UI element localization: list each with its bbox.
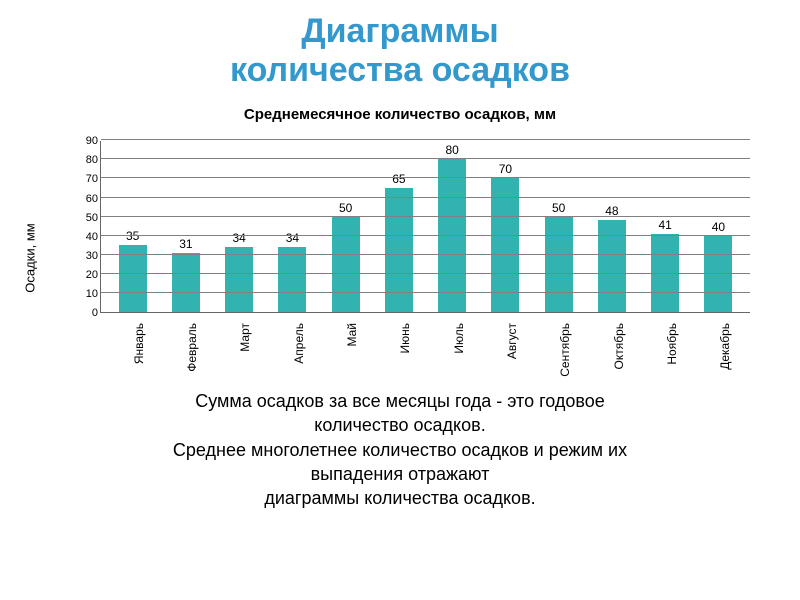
bar-value-label: 80	[445, 143, 458, 157]
bar-value-label: 50	[339, 201, 352, 215]
x-tick-label: Июль	[425, 317, 478, 383]
bar-value-label: 41	[658, 218, 671, 232]
grid-line	[101, 216, 750, 217]
x-tick-label: Август	[478, 317, 531, 383]
bar	[278, 247, 306, 312]
x-labels-container: ЯнварьФевральМартАпрельМайИюньИюльАвгуст…	[100, 317, 750, 383]
bar-value-label: 65	[392, 172, 405, 186]
bar-value-label: 70	[499, 162, 512, 176]
bar	[225, 247, 253, 312]
bar	[119, 245, 147, 312]
grid-line	[101, 139, 750, 140]
bar-value-label: 34	[232, 231, 245, 245]
caption-line: количество осадков.	[314, 415, 485, 435]
x-tick-label: Октябрь	[585, 317, 638, 383]
title-line-2: количества осадков	[230, 51, 570, 89]
bar	[438, 159, 466, 312]
chart-title: Среднемесячное количество осадков, мм	[0, 106, 800, 123]
y-tick-label: 0	[78, 307, 98, 319]
grid-line	[101, 197, 750, 198]
y-tick-label: 80	[78, 154, 98, 166]
bar-slot: 40	[692, 141, 745, 312]
x-tick-label: Январь	[105, 317, 158, 383]
bar-slot: 50	[319, 141, 372, 312]
bar-slot: 41	[639, 141, 692, 312]
bar-slot: 35	[106, 141, 159, 312]
bar-slot: 80	[426, 141, 479, 312]
bar-slot: 31	[159, 141, 212, 312]
bar	[172, 253, 200, 312]
y-tick-label: 10	[78, 288, 98, 300]
x-tick-label: Декабрь	[692, 317, 745, 383]
bar	[545, 217, 573, 313]
caption: Сумма осадков за все месяцы года - это г…	[0, 383, 800, 510]
x-tick-label: Апрель	[265, 317, 318, 383]
bar-slot: 48	[585, 141, 638, 312]
caption-line: выпадения отражают	[311, 464, 490, 484]
bar	[385, 188, 413, 312]
y-tick-label: 60	[78, 193, 98, 205]
page-title: Диаграммы количества осадков	[0, 0, 800, 90]
x-tick-label: Сентябрь	[532, 317, 585, 383]
bars-container: 35 31 34 34 50 65 80 70 50 48 41 40	[101, 141, 750, 312]
x-tick-label: Ноябрь	[638, 317, 691, 383]
x-tick-label: Февраль	[158, 317, 211, 383]
precipitation-chart: Осадки, мм 353134345065807050484140 Янва…	[40, 133, 760, 383]
bar-slot: 34	[213, 141, 266, 312]
plot-area: 35 31 34 34 50 65 80 70 50 48 41 40	[100, 141, 750, 313]
y-tick-label: 50	[78, 212, 98, 224]
y-tick-label: 40	[78, 231, 98, 243]
bar-slot: 65	[372, 141, 425, 312]
x-tick-label: Март	[212, 317, 265, 383]
x-tick-label: Июнь	[372, 317, 425, 383]
bar-value-label: 34	[286, 231, 299, 245]
grid-line	[101, 177, 750, 178]
y-tick-label: 70	[78, 173, 98, 185]
caption-line: Среднее многолетнее количество осадков и…	[173, 440, 627, 460]
bar	[332, 217, 360, 313]
grid-line	[101, 235, 750, 236]
bar-slot: 70	[479, 141, 532, 312]
y-axis-label: Осадки, мм	[23, 223, 38, 292]
y-tick-label: 30	[78, 250, 98, 262]
title-line-1: Диаграммы	[301, 12, 498, 50]
bar-value-label: 31	[179, 237, 192, 251]
caption-line: диаграммы количества осадков.	[264, 488, 535, 508]
bar-slot: 34	[266, 141, 319, 312]
bar-slot: 50	[532, 141, 585, 312]
caption-line: Сумма осадков за все месяцы года - это г…	[195, 391, 605, 411]
x-tick-label: Май	[318, 317, 371, 383]
y-tick-label: 90	[78, 135, 98, 147]
grid-line	[101, 273, 750, 274]
bar-value-label: 50	[552, 201, 565, 215]
y-tick-label: 20	[78, 269, 98, 281]
grid-line	[101, 158, 750, 159]
grid-line	[101, 292, 750, 293]
bar-value-label: 35	[126, 229, 139, 243]
grid-line	[101, 254, 750, 255]
bar-value-label: 40	[712, 220, 725, 234]
bar	[704, 236, 732, 312]
